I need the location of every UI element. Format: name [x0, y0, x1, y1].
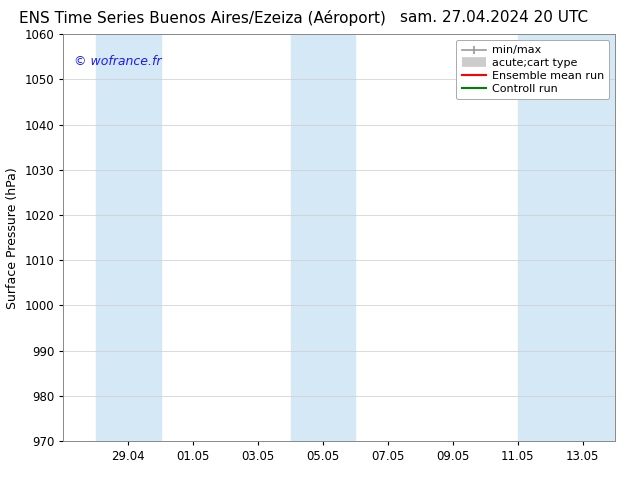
Text: ENS Time Series Buenos Aires/Ezeiza (Aéroport): ENS Time Series Buenos Aires/Ezeiza (Aér…	[20, 10, 386, 26]
Y-axis label: Surface Pressure (hPa): Surface Pressure (hPa)	[6, 167, 19, 309]
Text: sam. 27.04.2024 20 UTC: sam. 27.04.2024 20 UTC	[401, 10, 588, 25]
Bar	[517, 34, 615, 441]
Bar	[290, 34, 356, 441]
Bar	[96, 34, 161, 441]
Text: © wofrance.fr: © wofrance.fr	[74, 54, 162, 68]
Legend: min/max, acute;cart type, Ensemble mean run, Controll run: min/max, acute;cart type, Ensemble mean …	[456, 40, 609, 99]
